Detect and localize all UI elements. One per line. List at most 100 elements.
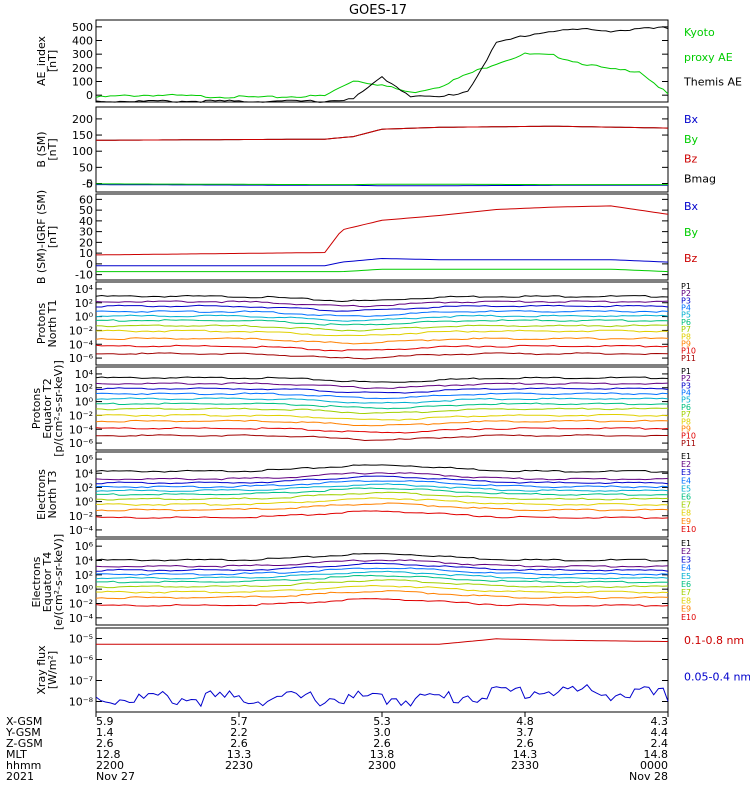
x-axis-value: 5.7 <box>230 715 248 728</box>
y-tick-label: 20 <box>79 236 93 249</box>
legend-entry: P2 <box>681 374 691 383</box>
legend-entry: P8 <box>681 417 691 426</box>
y-axis-label: [nT] <box>46 138 59 160</box>
legend-entry: E4 <box>681 476 691 485</box>
legend-entry: E9 <box>681 605 691 614</box>
legend-entry: P7 <box>681 325 691 334</box>
legend-entry: E3 <box>681 468 691 477</box>
legend-entry: Bx <box>684 200 699 213</box>
panel-frame <box>95 19 669 103</box>
legend-entry: Bz <box>684 153 698 166</box>
series-line <box>95 294 669 303</box>
series-line <box>95 26 669 103</box>
series-line <box>96 268 669 273</box>
series-line <box>96 413 669 421</box>
y-axis-label: Xray flux <box>35 645 48 695</box>
x-axis-value: 12.8 <box>96 748 121 761</box>
series-line <box>95 590 669 600</box>
y-axis-label: B (SM)-IGRF (SM) <box>35 190 48 284</box>
y-tick-label: 10⁶ <box>75 540 94 553</box>
x-axis-value: 13.3 <box>227 748 252 761</box>
y-tick-label: 10⁻² <box>69 598 93 611</box>
series-line <box>95 407 669 415</box>
x-axis-value: 2.4 <box>651 737 669 750</box>
legend-entry: 0.05-0.4 nm <box>684 671 750 684</box>
y-tick-label: 10⁻² <box>69 324 93 337</box>
legend-entry: P10 <box>681 347 696 356</box>
series-line <box>95 483 669 493</box>
legend-entry: E6 <box>681 493 691 502</box>
series-line <box>96 304 669 312</box>
legend-entry: E10 <box>681 613 696 622</box>
legend-entry: E7 <box>681 501 691 510</box>
y-tick-label: 40 <box>79 215 93 228</box>
y-tick-label: 200 <box>72 62 93 75</box>
legend-entry: Bx <box>684 113 699 126</box>
panel-xray: 10⁻⁸ 10⁻⁷ 10⁻⁶ 10⁻⁵ Xray flux[W/m²] 0.1-0.8 n… <box>35 627 750 713</box>
x-axis-value: 1.4 <box>96 726 114 739</box>
y-tick-label: 300 <box>72 48 93 61</box>
series-line <box>95 125 669 141</box>
x-axis-value: 14.3 <box>513 748 538 761</box>
y-tick-label: 10² <box>75 569 93 582</box>
series-line <box>95 567 669 576</box>
legend-entry: Themis AE <box>683 76 742 89</box>
y-tick-label: 10⁶ <box>75 453 94 466</box>
legend-entry: P11 <box>681 354 696 363</box>
y-tick-label: 10² <box>75 481 93 494</box>
y-axis-label: Protons <box>30 388 43 429</box>
legend-entry: E10 <box>681 525 696 534</box>
legend-entry: P1 <box>681 282 691 291</box>
y-tick-label: 400 <box>72 35 93 48</box>
series-line <box>95 464 669 473</box>
y-axis-label: B (SM) <box>35 131 48 167</box>
series-line <box>95 382 669 390</box>
series-line <box>95 402 669 410</box>
series-line <box>95 553 669 562</box>
legend-entry: E8 <box>681 596 691 605</box>
legend-entry: By <box>684 226 699 239</box>
legend-entry: P9 <box>681 339 691 348</box>
panel-frame <box>95 106 669 193</box>
y-tick-label: 10⁻⁷ <box>69 675 93 688</box>
series-line <box>95 426 669 434</box>
y-tick-label: 10⁰ <box>75 496 94 509</box>
series-line <box>95 344 669 352</box>
y-axis-label: [p/(cm²-s-sr-keV)] <box>52 360 65 457</box>
legend-entry: P6 <box>681 318 691 327</box>
y-axis-label: North T3 <box>46 471 59 519</box>
x-axis-value: 4.4 <box>651 726 669 739</box>
y-tick-label: 0 <box>86 89 93 102</box>
legend-entry: P8 <box>681 332 691 341</box>
x-axis-row-label: 2021 <box>6 770 34 783</box>
series-line <box>95 310 669 317</box>
y-axis-label: [e/(cm²-s-sr-keV)] <box>52 534 65 630</box>
y-tick-label: 10⁻⁵ <box>69 633 93 646</box>
legend-entry: By <box>684 133 699 146</box>
series-line <box>95 683 669 708</box>
legend-entry: E2 <box>681 547 691 556</box>
legend-entry: P2 <box>681 289 691 298</box>
series-line <box>96 574 669 584</box>
y-tick-label: 0 <box>86 178 93 191</box>
x-axis-value: 2330 <box>511 759 539 772</box>
y-tick-label: 10⁻⁴ <box>69 423 94 436</box>
series-line <box>95 392 669 400</box>
legend-entry: P3 <box>681 296 691 305</box>
x-axis-value: 3.7 <box>516 726 534 739</box>
y-tick-label: -5 <box>82 178 93 191</box>
x-axis-value: 0000 <box>640 759 668 772</box>
series-line <box>95 397 669 404</box>
x-axis-row-label: Z-GSM <box>6 737 43 750</box>
y-tick-label: 10⁻⁸ <box>69 696 94 709</box>
x-axis-value: 2.6 <box>230 737 248 750</box>
x-axis-value: 2.6 <box>373 737 391 750</box>
y-tick-label: 10⁴ <box>75 467 94 480</box>
series-line <box>95 584 669 594</box>
series-line <box>95 319 669 326</box>
series-line <box>96 183 668 186</box>
series-line <box>95 376 669 383</box>
